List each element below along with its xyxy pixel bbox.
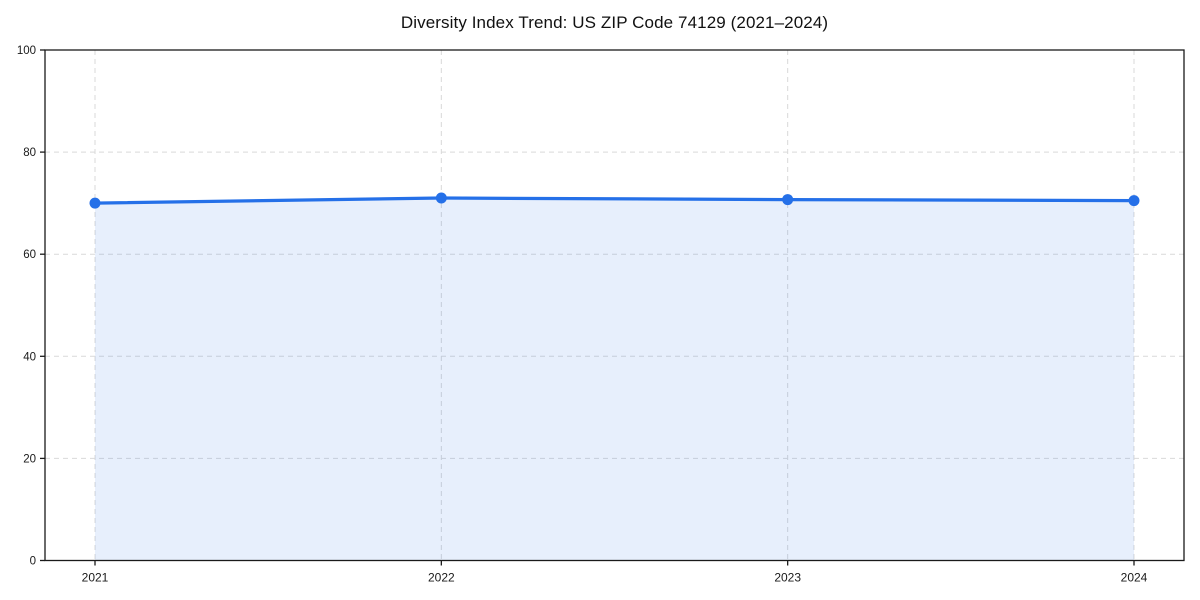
x-tick-label: 2023 [774,571,801,585]
y-tick-label: 20 [23,453,36,465]
data-point-marker [435,192,447,204]
y-tick-label: 40 [23,351,36,363]
y-tick-label: 0 [30,556,36,568]
data-point-marker [782,194,794,206]
data-point-marker [89,197,101,209]
y-tick-label: 100 [17,45,36,57]
x-tick-label: 2022 [428,571,455,585]
trend-line [93,196,1136,205]
y-tick-label: 60 [23,249,36,261]
chart-title: Diversity Index Trend: US ZIP Code 74129… [400,13,829,32]
x-tick-label: 2021 [82,571,109,585]
x-tick-label: 2024 [1121,571,1148,585]
y-tick-label: 80 [23,147,36,159]
axes-frame [44,49,1185,562]
area-fill [95,198,1134,561]
data-point-marker [1128,195,1140,207]
